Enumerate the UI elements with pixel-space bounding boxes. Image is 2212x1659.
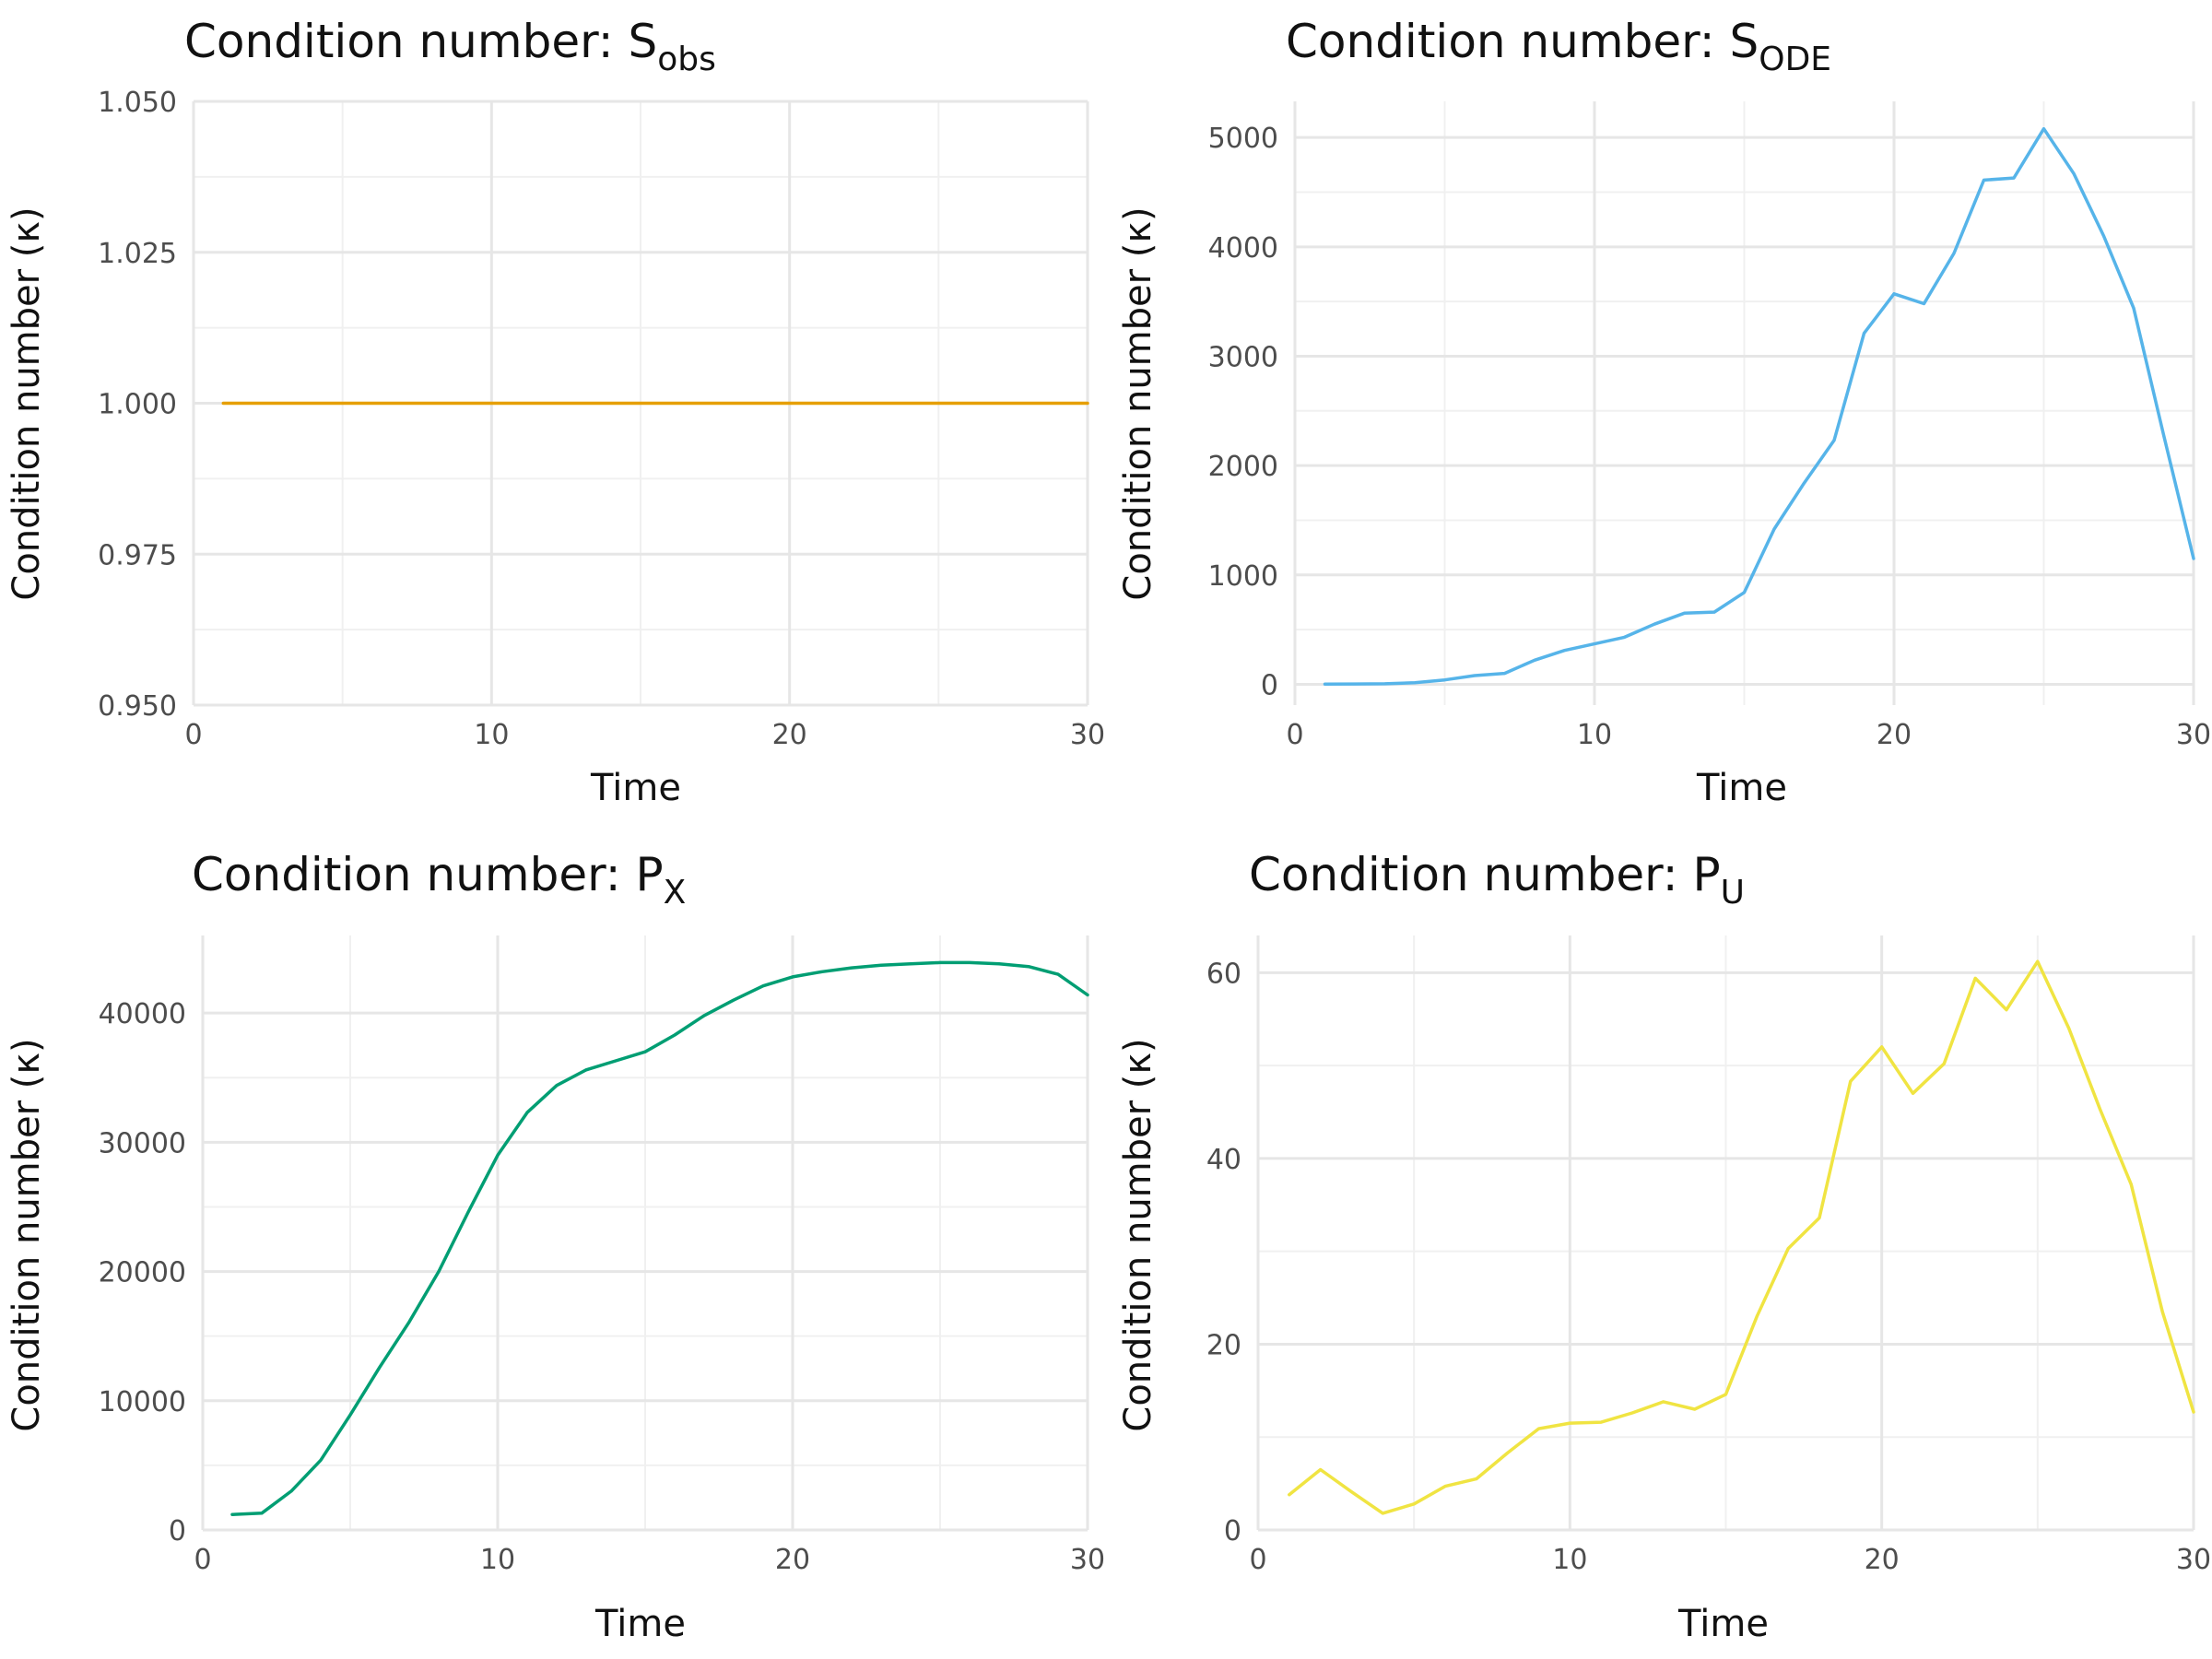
- x-tick-label: 10: [480, 1544, 515, 1576]
- x-tick-label: 30: [2176, 719, 2211, 751]
- series-line: [1288, 959, 2195, 1515]
- x-tick-label: 20: [1865, 1544, 1900, 1576]
- x-axis-label: Time: [1696, 767, 1787, 809]
- x-tick-label: 0: [1286, 719, 1303, 751]
- y-tick-label: 10000: [99, 1386, 186, 1418]
- y-tick-label: 40: [1206, 1144, 1241, 1176]
- y-tick-label: 0: [1261, 669, 1278, 701]
- x-tick-label: 20: [772, 719, 807, 751]
- y-tick-label: 2000: [1208, 451, 1278, 483]
- y-tick-label: 5000: [1208, 123, 1278, 155]
- y-tick-label: 1000: [1208, 560, 1278, 593]
- x-tick-label: 30: [2176, 1544, 2211, 1576]
- x-tick-label: 10: [474, 719, 509, 751]
- chart-title: Condition number: PX: [192, 848, 686, 912]
- y-tick-label: 0.975: [98, 539, 177, 571]
- series-line: [230, 960, 1089, 1516]
- y-tick-label: 4000: [1208, 232, 1278, 265]
- y-tick-label: 0.950: [98, 690, 177, 723]
- chart-title: Condition number: SODE: [1286, 15, 1831, 78]
- x-axis-label: Time: [590, 767, 681, 809]
- x-tick-label: 10: [1552, 1544, 1587, 1576]
- y-axis-label: Condition number (κ): [1117, 1038, 1159, 1431]
- y-tick-label: 30000: [99, 1127, 186, 1159]
- chart-title: Condition number: Sobs: [184, 15, 716, 78]
- y-tick-label: 1.000: [98, 389, 177, 421]
- y-axis-label: Condition number (κ): [6, 1038, 48, 1431]
- y-axis-label: Condition number (κ): [6, 206, 48, 600]
- x-tick-label: 0: [1249, 1544, 1266, 1576]
- y-tick-label: 20000: [99, 1257, 186, 1289]
- y-tick-label: 1.050: [98, 87, 177, 119]
- x-tick-label: 20: [1877, 719, 1912, 751]
- chart-panel-2: 0 10 20 30 0 1000 2000 3000 4000 5000 Condition nu…: [1117, 15, 2211, 809]
- y-tick-label: 3000: [1208, 341, 1278, 373]
- series-line: [1323, 126, 2195, 686]
- y-tick-label: 40000: [99, 998, 186, 1030]
- y-axis-label: Condition number (κ): [1117, 206, 1159, 600]
- chart-panel-1: 0 10 20 300.9500.9751.0001.0251.050Conditio…: [6, 15, 1105, 809]
- chart-panel-4: 0 10 20 30 0 20 40 60 Condition number: PU Time Co…: [1117, 848, 2211, 1645]
- x-tick-label: 0: [194, 1544, 211, 1576]
- y-tick-label: 1.025: [98, 238, 177, 270]
- x-tick-label: 20: [775, 1544, 810, 1576]
- y-tick-label: 0: [169, 1515, 186, 1547]
- x-axis-label: Time: [1677, 1603, 1769, 1645]
- x-tick-label: 0: [184, 719, 202, 751]
- y-tick-label: 0: [1224, 1515, 1241, 1547]
- chart-panel-3: 0 10 20 30 0 10000 20000 30000 40000 Condition nu…: [6, 848, 1105, 1645]
- x-tick-label: 10: [1577, 719, 1612, 751]
- x-tick-label: 30: [1070, 1544, 1105, 1576]
- x-tick-label: 30: [1070, 719, 1105, 751]
- y-tick-label: 20: [1206, 1329, 1241, 1361]
- chart-title: Condition number: PU: [1249, 848, 1745, 912]
- y-tick-label: 60: [1206, 958, 1241, 990]
- x-axis-label: Time: [594, 1603, 686, 1645]
